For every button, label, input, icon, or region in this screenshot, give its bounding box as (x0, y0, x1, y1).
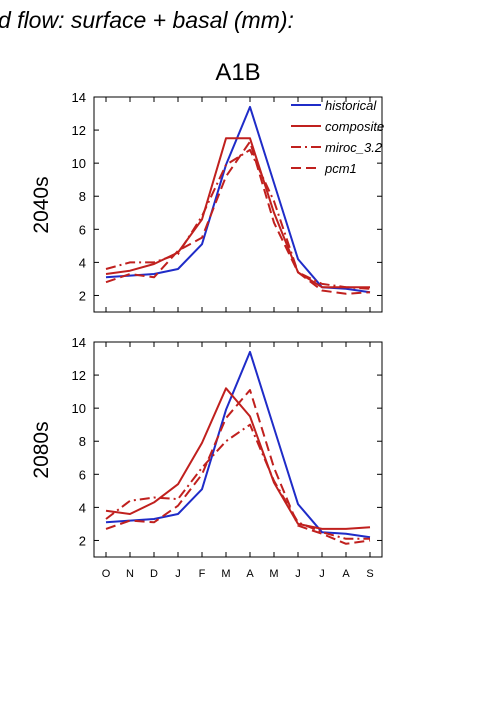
series-line-composite (105, 387, 371, 530)
y-tick-label: 6 (79, 222, 86, 237)
y-tick-label: 2 (79, 288, 86, 303)
series-line-pcm1 (105, 389, 371, 545)
y-tick-label: 12 (72, 123, 86, 138)
y-tick-label: 8 (79, 434, 86, 449)
panel-label: 2040s (30, 176, 53, 233)
series-line-composite (105, 137, 370, 289)
y-tick-label: 6 (79, 467, 86, 482)
plot-frame (93, 341, 383, 558)
y-tick-label: 14 (72, 335, 86, 350)
series-line-historical (105, 350, 371, 539)
x-tick-label: J (319, 568, 325, 580)
figure-title: d flow: surface + basal (mm): (0, 7, 294, 33)
x-tick-label: M (221, 568, 230, 580)
x-tick-label: O (102, 568, 111, 580)
series-line-historical (105, 105, 371, 294)
x-tick-label: D (150, 568, 158, 580)
panels: 2 4 6 8 10 12 14 2040s historical composite miroc_… (30, 90, 384, 580)
panel-label: 2080s (30, 421, 53, 478)
y-tick-label: 14 (72, 90, 86, 105)
y-tick-label: 12 (72, 368, 86, 383)
series-line-pcm1 (105, 140, 371, 295)
x-tick-label: J (295, 568, 301, 580)
x-tick-label: M (269, 568, 278, 580)
y-tick-label: 10 (72, 401, 86, 416)
x-tick-label: A (342, 568, 350, 580)
legend-label: composite (325, 119, 384, 134)
y-tick-label: 8 (79, 189, 86, 204)
x-tick-label: J (175, 568, 181, 580)
legend-label: historical (325, 98, 377, 113)
x-tick-label: F (199, 568, 206, 580)
series-line-miroc-3-2 (105, 423, 370, 540)
y-tick-label: 4 (79, 500, 86, 515)
chart-panel-2080s: 2 4 6 8 10 12 14 O N D J F M A M J J A S 2080s (30, 335, 383, 580)
x-tick-label: N (126, 568, 134, 580)
legend-label: miroc_3.2 (325, 140, 383, 155)
legend: historical composite miroc_3.2 pcm1 (291, 98, 384, 176)
scenario-title: A1B (215, 59, 260, 86)
y-tick-label: 4 (79, 255, 86, 270)
chart-panel-2040s: 2 4 6 8 10 12 14 2040s historical composite miroc_… (30, 90, 384, 313)
y-tick-label: 2 (79, 533, 86, 548)
y-tick-label: 10 (72, 156, 86, 171)
legend-label: pcm1 (324, 161, 357, 176)
x-tick-label: S (366, 568, 373, 580)
plot-frame (93, 96, 383, 313)
x-tick-label: A (246, 568, 254, 580)
